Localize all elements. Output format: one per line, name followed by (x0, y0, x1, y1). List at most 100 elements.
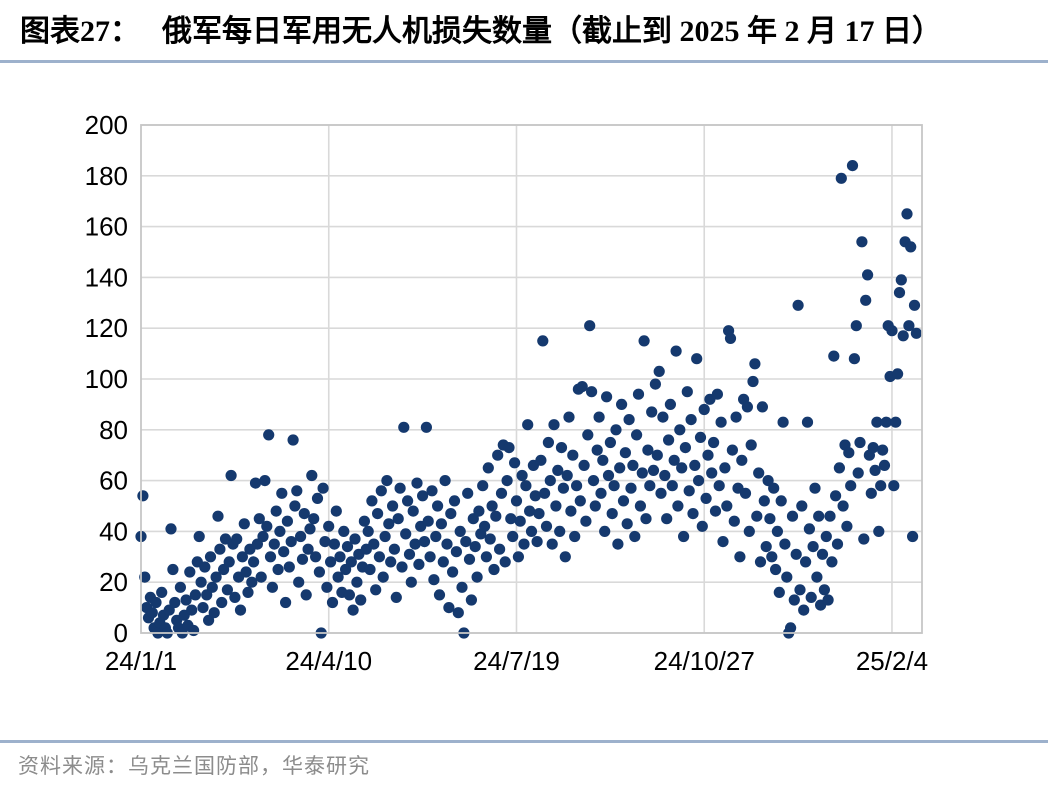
data-point (629, 530, 641, 543)
data-point (717, 536, 729, 548)
data-point (640, 513, 652, 525)
data-point (557, 482, 570, 494)
data-point (809, 482, 821, 494)
data-point (554, 525, 566, 538)
data-point (522, 419, 534, 431)
data-point (445, 507, 457, 520)
x-tick-label: 25/2/4 (856, 646, 928, 676)
data-point (405, 576, 417, 588)
data-point (278, 546, 290, 558)
data-point (248, 556, 260, 568)
data-point (452, 607, 464, 619)
y-tick-label: 40 (99, 516, 128, 546)
x-tick-label: 24/7/19 (473, 646, 560, 676)
data-point (398, 421, 410, 433)
data-point (676, 462, 688, 474)
data-points (135, 160, 923, 639)
data-point (295, 530, 307, 543)
data-point (264, 551, 277, 563)
data-point (644, 480, 656, 492)
data-point (661, 513, 673, 525)
data-point (569, 530, 581, 543)
data-point (715, 416, 727, 428)
data-point (595, 487, 607, 499)
data-point (627, 459, 639, 471)
data-point (617, 495, 630, 507)
data-point (696, 520, 708, 532)
data-point (741, 401, 754, 413)
data-point (169, 596, 181, 609)
data-point (302, 543, 314, 555)
data-point (764, 513, 776, 525)
data-point (548, 419, 560, 431)
data-point (323, 520, 335, 532)
data-point (370, 584, 382, 596)
data-point (317, 482, 329, 494)
data-point (790, 548, 802, 560)
data-point (492, 449, 504, 461)
data-point (296, 553, 309, 565)
data-point (454, 525, 466, 538)
data-point (754, 556, 767, 568)
data-point (435, 518, 447, 530)
data-point (516, 469, 528, 482)
y-tick-label: 160 (85, 212, 128, 242)
data-point (471, 571, 483, 583)
data-point (816, 548, 829, 560)
data-point (280, 596, 292, 609)
data-point (450, 546, 462, 558)
data-point (567, 449, 579, 461)
data-point (358, 515, 370, 527)
data-point (634, 500, 647, 512)
data-point (670, 345, 682, 357)
data-point (749, 358, 761, 370)
data-point (587, 475, 600, 487)
data-point (477, 480, 489, 492)
y-tick-label: 180 (85, 161, 128, 191)
data-point (330, 505, 342, 517)
y-tick-label: 80 (99, 415, 128, 445)
data-point (403, 548, 416, 560)
data-point (418, 536, 431, 548)
data-point (355, 594, 367, 606)
data-point (156, 586, 168, 599)
data-point (165, 523, 177, 535)
data-point (632, 388, 645, 400)
data-point (773, 586, 785, 599)
data-point (274, 525, 286, 538)
data-point (694, 431, 707, 443)
data-point (189, 589, 201, 601)
data-point (306, 469, 318, 482)
data-point (261, 520, 273, 532)
data-point (257, 530, 269, 543)
data-point (730, 411, 742, 423)
data-point (490, 510, 502, 522)
data-point (285, 536, 297, 548)
data-point (272, 563, 284, 576)
data-point (788, 594, 800, 606)
data-point (552, 464, 564, 476)
source-divider (0, 740, 1048, 743)
data-point (460, 536, 472, 548)
data-point (833, 462, 846, 474)
data-point (499, 556, 511, 568)
data-point (546, 538, 558, 550)
data-point (693, 475, 705, 487)
data-point (576, 381, 588, 393)
data-point (794, 584, 806, 596)
data-point (229, 591, 241, 604)
data-point (779, 538, 791, 550)
data-point (903, 320, 915, 332)
y-tick-label: 140 (85, 262, 128, 292)
data-point (214, 543, 226, 555)
data-point (246, 576, 258, 588)
data-point (266, 581, 278, 593)
data-point (672, 500, 684, 512)
data-point (400, 528, 412, 540)
data-point (539, 487, 551, 499)
data-point (687, 507, 699, 520)
data-point (300, 589, 312, 601)
data-point (907, 530, 919, 543)
data-point (184, 566, 196, 578)
data-point (542, 436, 555, 449)
